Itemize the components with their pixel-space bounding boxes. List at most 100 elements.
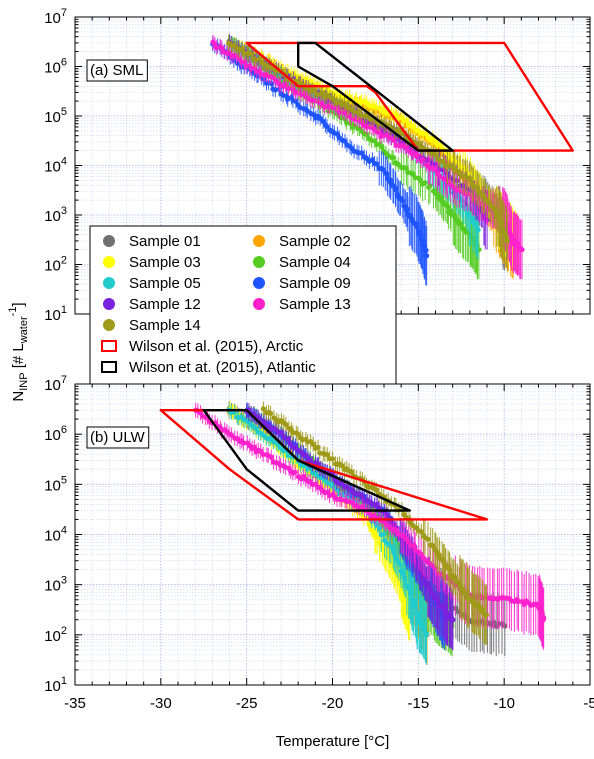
data-point [380,531,387,537]
legend-label-s03: Sample 03 [129,254,201,271]
legend-label-s02: Sample 02 [279,233,351,250]
legend-marker-s03 [103,256,115,268]
data-point [393,527,399,533]
data-point [433,152,439,158]
y-tick-label: 102 [44,625,67,645]
y-tick-label: 106 [44,424,67,444]
legend-marker-s02 [253,235,265,247]
legend-item-atlantic: Wilson et at. (2015), Atlantic [101,359,316,376]
data-point [356,109,362,115]
data-point [383,521,389,527]
data-point [339,463,345,469]
series-s14 [260,401,490,645]
legend-item-s03: Sample 03 [103,254,201,271]
y-axis-label-part: water [18,316,30,344]
data-point [251,444,257,450]
y-tick-label: 106 [44,57,67,77]
y-tick-label: 105 [44,106,67,126]
legend-marker-s14 [103,319,115,331]
y-tick-label: 102 [44,255,67,275]
data-point [228,432,234,438]
data-point [423,632,430,638]
legend-marker-s01 [103,235,115,247]
data-point [310,441,316,447]
data-point [540,617,546,623]
data-point [239,46,245,52]
y-axis-label-part: N [10,391,27,402]
data-point [295,73,301,80]
legend-label-s14: Sample 14 [129,317,201,334]
x-tick-label: -35 [64,695,86,712]
data-point [373,487,380,493]
legend-item-s02: Sample 02 [253,233,351,250]
data-point [475,227,481,233]
legend-marker-atlantic [101,361,117,373]
data-point [415,152,421,158]
data-point [395,161,401,167]
data-point [390,155,396,161]
panel-a-data [210,33,574,286]
y-axis-label-part: ] [10,302,27,306]
data-point [391,137,397,144]
x-tick-label: -20 [322,695,344,712]
y-axis-label-part: -1 [7,307,19,317]
panel-a-label-box [86,59,148,82]
legend-label-s12: Sample 12 [129,296,201,313]
data-point [294,447,301,453]
data-point [261,419,267,425]
data-point [374,501,380,507]
y-tick-label: 107 [44,374,67,394]
legend-marker-s13 [253,298,265,310]
text-layer: 101 102 103 104 105 106 107 (a) SML 101 102 103 104… [7,7,594,750]
data-point [341,101,348,107]
y-tick-label: 101 [44,304,67,324]
data-point [260,406,266,412]
y-tick-label: 101 [44,675,67,695]
data-layer [159,33,574,665]
legend-marker-s04 [253,256,265,268]
data-point [458,221,464,227]
data-point [418,529,424,535]
data-point [303,453,309,459]
legend-item-s04: Sample 04 [253,254,351,271]
legend-label-s09: Sample 09 [279,275,351,292]
y-tick-label: 105 [44,474,67,494]
data-point [504,238,510,244]
legend-label-s13: Sample 13 [279,296,351,313]
data-point [256,56,263,62]
data-point [349,469,355,475]
x-axis-label: Temperature [°C] [276,733,390,750]
data-point [268,454,274,461]
data-point [481,193,487,199]
y-axis-label-part: [# L [10,343,27,372]
data-point [369,157,376,163]
x-tick-label: -25 [236,695,258,712]
data-point [285,96,291,102]
data-point [295,431,301,437]
data-point [248,51,254,57]
x-tick-label: -10 [493,695,515,712]
data-point [422,180,428,186]
data-point [273,77,279,84]
legend-label-s05: Sample 05 [129,275,201,292]
data-point [324,123,330,130]
legend-marker-s05 [103,277,115,289]
data-point [450,617,456,623]
y-tick-label: 103 [44,575,67,595]
data-point [219,45,225,51]
data-point [400,198,406,204]
panel-b-data [159,400,547,665]
y-tick-label: 107 [44,7,67,27]
data-point [467,176,473,182]
data-point [374,534,380,540]
panel-a-label: (a) SML [90,62,143,79]
data-point [354,97,360,103]
data-point [388,543,394,550]
data-point [240,440,247,446]
legend-item-s12: Sample 12 [103,296,201,313]
data-point [427,560,433,566]
data-point [292,469,298,475]
y-tick-label: 104 [44,525,67,545]
data-point [351,122,357,128]
y-tick-label: 104 [44,156,67,176]
